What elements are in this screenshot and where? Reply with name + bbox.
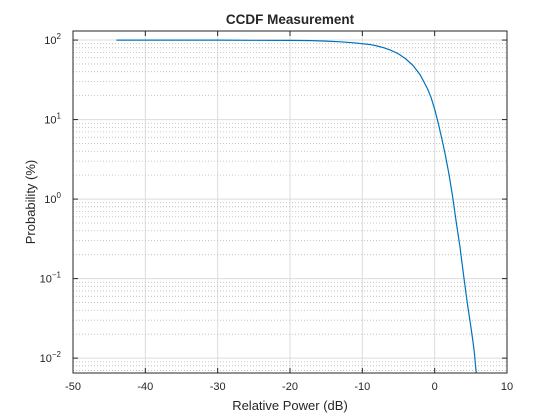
x-axis-label: Relative Power (dB) — [232, 398, 348, 413]
x-tick-label: 10 — [501, 381, 513, 393]
y-tick-label: 102 — [44, 32, 61, 47]
x-tick-label: 0 — [432, 381, 438, 393]
ccdf-series-line — [116, 39, 477, 374]
y-tick-label: 100 — [44, 191, 61, 206]
chart-title: CCDF Measurement — [226, 12, 355, 27]
series-layer — [116, 39, 477, 374]
x-tick-label: -40 — [137, 381, 153, 393]
grid-layer — [72, 31, 508, 373]
y-tick-label: 10−1 — [40, 271, 62, 286]
x-tick-label: -30 — [210, 381, 226, 393]
x-tick-label: -50 — [65, 381, 81, 393]
tick-layer: -50 -40 -30 -20 -10 0 10 102 101 100 10−1 10−2 — [40, 31, 513, 393]
y-tick-label: 101 — [44, 112, 61, 127]
x-tick-label: -20 — [282, 381, 298, 393]
y-axis-label: Probability (%) — [23, 160, 38, 245]
y-tick-label: 10−2 — [40, 350, 62, 365]
x-tick-label: -10 — [354, 381, 370, 393]
